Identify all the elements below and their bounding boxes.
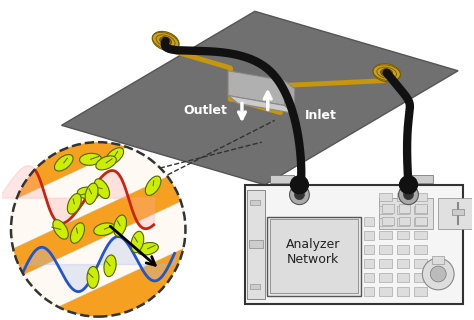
Bar [379, 245, 392, 254]
Circle shape [422, 258, 454, 290]
Bar [247, 190, 265, 299]
Bar [364, 259, 374, 268]
Ellipse shape [152, 31, 179, 51]
Polygon shape [228, 96, 294, 113]
Ellipse shape [85, 183, 98, 204]
Circle shape [400, 176, 418, 194]
Bar [382, 204, 393, 212]
Bar [364, 287, 374, 296]
Bar [364, 245, 374, 254]
Bar [397, 231, 410, 239]
Ellipse shape [131, 231, 144, 253]
Bar [379, 273, 392, 282]
Bar [397, 273, 410, 282]
Bar [414, 206, 428, 213]
Ellipse shape [53, 220, 68, 239]
Bar [379, 198, 433, 229]
Bar [399, 217, 410, 225]
Ellipse shape [146, 176, 161, 196]
Circle shape [11, 142, 185, 316]
Bar [397, 245, 410, 254]
Text: Network: Network [287, 252, 339, 266]
Bar [379, 219, 392, 227]
Bar [379, 259, 392, 268]
Bar [364, 231, 374, 240]
Ellipse shape [137, 243, 158, 255]
Bar [414, 245, 428, 254]
Bar [270, 220, 358, 293]
Bar [364, 273, 374, 282]
Bar [414, 193, 428, 201]
Bar [414, 259, 428, 268]
Polygon shape [0, 115, 215, 255]
Bar [397, 259, 410, 268]
Bar [250, 200, 260, 204]
Bar [397, 219, 410, 227]
Circle shape [430, 266, 446, 282]
Bar [409, 175, 433, 183]
Bar [270, 175, 294, 183]
Circle shape [290, 185, 310, 204]
Ellipse shape [67, 194, 81, 214]
Circle shape [291, 176, 309, 194]
Ellipse shape [55, 155, 73, 171]
Circle shape [403, 190, 413, 200]
Ellipse shape [94, 179, 109, 198]
Ellipse shape [104, 255, 116, 276]
Bar [379, 206, 392, 213]
Bar [414, 231, 428, 239]
Bar [414, 273, 428, 282]
Ellipse shape [80, 153, 101, 165]
Bar [399, 204, 410, 212]
Ellipse shape [160, 37, 172, 45]
Bar [397, 206, 410, 213]
Bar [438, 198, 474, 229]
Bar [397, 287, 410, 296]
Bar [267, 217, 361, 296]
Bar [364, 218, 374, 227]
Ellipse shape [94, 223, 115, 236]
Polygon shape [228, 71, 284, 106]
Bar [432, 256, 444, 264]
Bar [249, 240, 263, 248]
Ellipse shape [114, 215, 127, 236]
Bar [452, 209, 464, 214]
Text: Inlet: Inlet [304, 109, 336, 122]
Ellipse shape [381, 69, 392, 77]
Bar [415, 217, 428, 225]
Bar [379, 287, 392, 296]
Polygon shape [0, 194, 215, 320]
Ellipse shape [77, 187, 99, 199]
Circle shape [399, 185, 419, 204]
Polygon shape [62, 11, 458, 185]
Ellipse shape [96, 156, 116, 170]
Text: Outlet: Outlet [183, 104, 227, 117]
Bar [379, 231, 392, 239]
Ellipse shape [106, 148, 124, 165]
Ellipse shape [71, 223, 84, 243]
Bar [250, 284, 260, 289]
Text: Analyzer: Analyzer [286, 238, 340, 251]
Bar [382, 217, 393, 225]
Ellipse shape [87, 267, 99, 288]
Ellipse shape [373, 64, 401, 82]
Polygon shape [284, 81, 294, 113]
Bar [414, 287, 428, 296]
Bar [379, 193, 392, 201]
Bar [397, 193, 410, 201]
Bar [414, 219, 428, 227]
Circle shape [294, 190, 304, 200]
Bar [245, 185, 463, 304]
Bar [415, 204, 428, 212]
